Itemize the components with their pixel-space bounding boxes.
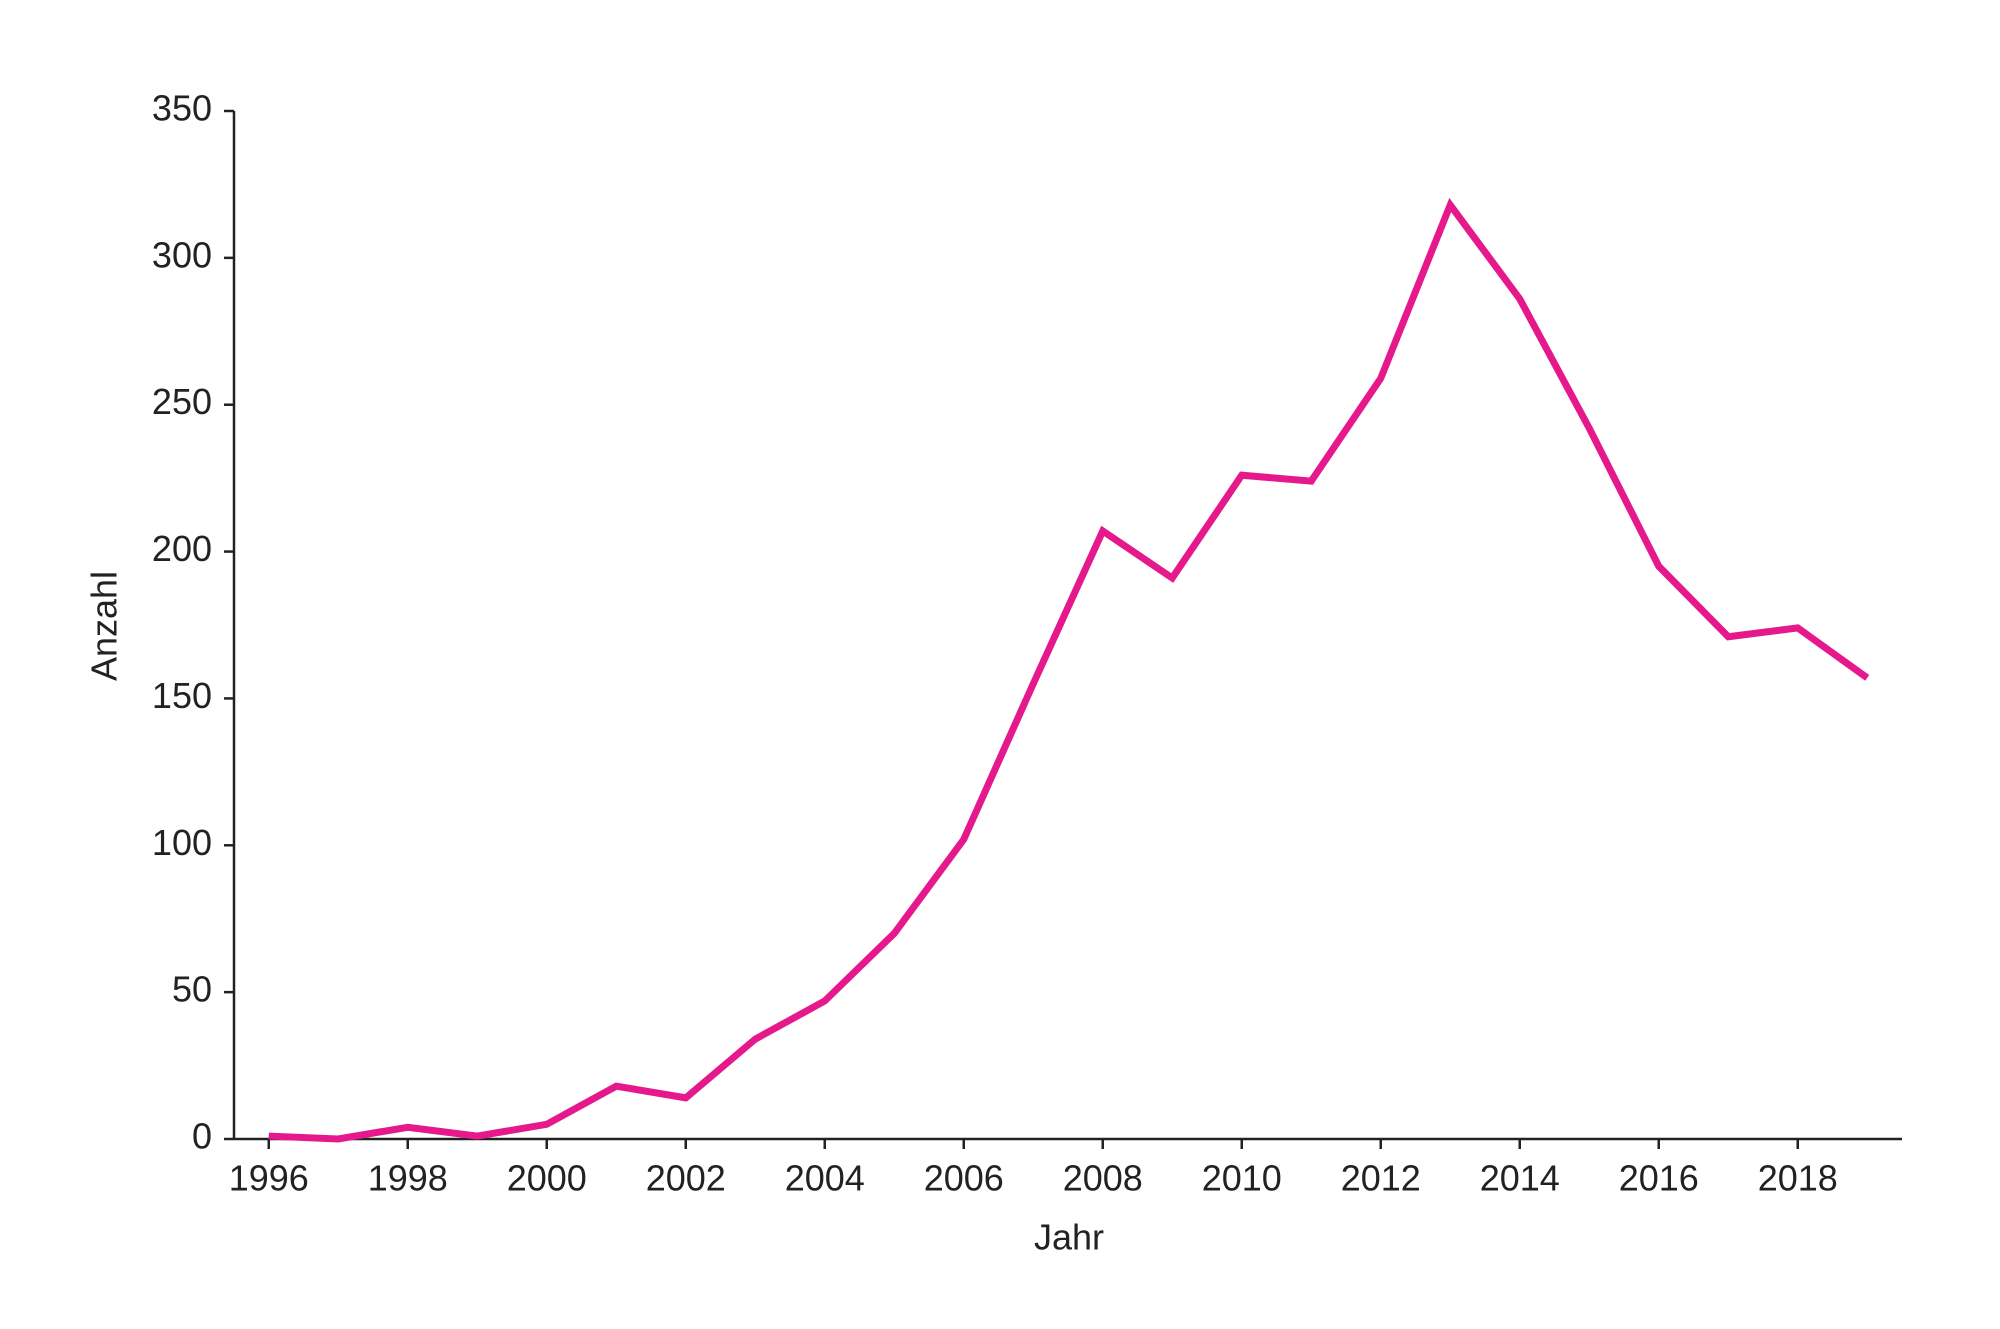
x-tick-label: 2018 — [1758, 1158, 1838, 1199]
y-tick-label: 100 — [152, 822, 212, 863]
y-tick-label: 150 — [152, 675, 212, 716]
x-tick-label: 2012 — [1341, 1158, 1421, 1199]
x-tick-label: 2000 — [507, 1158, 587, 1199]
x-tick-label: 1996 — [229, 1158, 309, 1199]
x-tick-label: 2016 — [1619, 1158, 1699, 1199]
y-tick-label: 0 — [192, 1116, 212, 1157]
x-tick-label: 2006 — [924, 1158, 1004, 1199]
y-tick-label: 350 — [152, 88, 212, 129]
x-tick-label: 2014 — [1480, 1158, 1560, 1199]
y-tick-label: 250 — [152, 381, 212, 422]
y-axis-title: Anzahl — [84, 571, 125, 681]
x-tick-label: 2002 — [646, 1158, 726, 1199]
y-tick-label: 300 — [152, 234, 212, 275]
x-axis-title: Jahr — [1034, 1217, 1104, 1258]
x-tick-label: 2010 — [1202, 1158, 1282, 1199]
x-tick-label: 2004 — [785, 1158, 865, 1199]
y-tick-label: 50 — [172, 969, 212, 1010]
data-line — [268, 197, 1870, 1143]
x-tick-label: 2008 — [1063, 1158, 1143, 1199]
x-tick-label: 1998 — [368, 1158, 448, 1199]
y-tick-label: 200 — [152, 528, 212, 569]
